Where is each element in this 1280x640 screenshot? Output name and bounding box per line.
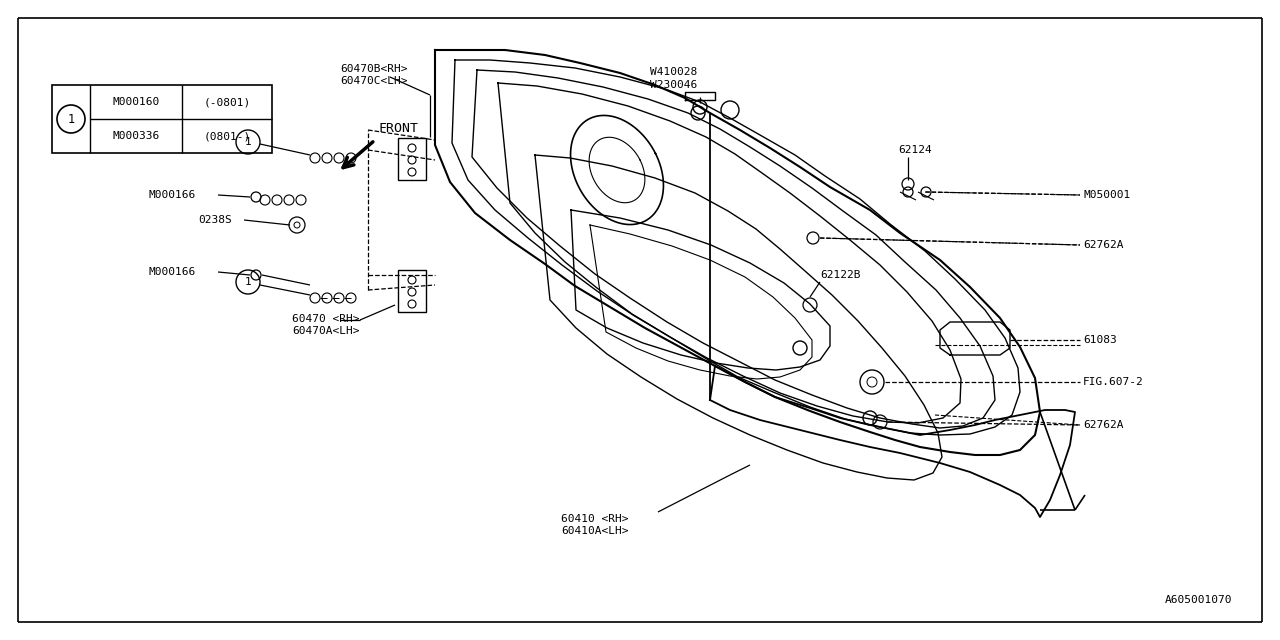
Text: FRONT: FRONT (378, 122, 419, 135)
Text: 62124: 62124 (899, 145, 932, 155)
Text: 1: 1 (244, 137, 251, 147)
Text: M000166: M000166 (148, 190, 196, 200)
Bar (398, 138, 426, 180)
Text: (-0801): (-0801) (204, 97, 251, 107)
Text: A605001070: A605001070 (1165, 595, 1231, 605)
Text: 62762A: 62762A (1083, 420, 1124, 430)
Bar (398, 270, 426, 312)
Text: M000160: M000160 (113, 97, 160, 107)
Text: M000336: M000336 (113, 131, 160, 141)
Text: 60410 <RH>
60410A<LH>: 60410 <RH> 60410A<LH> (561, 514, 628, 536)
Text: 0238S: 0238S (198, 215, 232, 225)
Text: FIG.607-2: FIG.607-2 (1083, 377, 1144, 387)
Text: M050001: M050001 (1083, 190, 1130, 200)
Bar (52, 85, 273, 153)
Text: W410028: W410028 (650, 67, 698, 77)
Text: W230046: W230046 (650, 80, 698, 90)
Text: 62762A: 62762A (1083, 240, 1124, 250)
Text: 61083: 61083 (1083, 335, 1116, 345)
Text: 1: 1 (244, 277, 251, 287)
Text: 60470 <RH>
60470A<LH>: 60470 <RH> 60470A<LH> (292, 314, 360, 336)
Text: 1: 1 (68, 113, 74, 125)
Text: 60470B<RH>
60470C<LH>: 60470B<RH> 60470C<LH> (340, 64, 407, 86)
Text: (0801-): (0801-) (204, 131, 251, 141)
Text: 62122B: 62122B (820, 270, 860, 280)
Text: M000166: M000166 (148, 267, 196, 277)
